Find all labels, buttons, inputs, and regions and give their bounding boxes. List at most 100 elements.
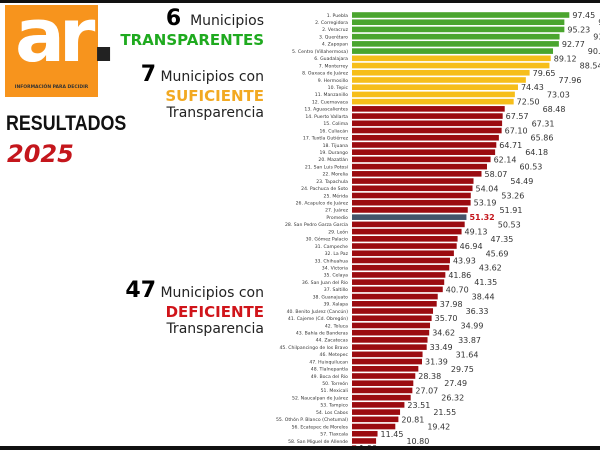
bar bbox=[352, 192, 471, 199]
value-label: 67.31 bbox=[532, 119, 555, 128]
bar bbox=[352, 250, 454, 257]
bar bbox=[352, 286, 443, 293]
value-label: 58.07 bbox=[484, 170, 507, 179]
bar bbox=[352, 214, 467, 220]
value-label: 53.19 bbox=[474, 199, 497, 208]
bar bbox=[352, 62, 550, 69]
bar bbox=[352, 272, 446, 278]
category-label: 52. Naucalpan de Juárez bbox=[292, 394, 349, 401]
value-label: 72.50 bbox=[517, 98, 540, 107]
category-label: 6. Guadalajara bbox=[314, 56, 348, 62]
top-border bbox=[0, 0, 600, 3]
group-count: 47 bbox=[125, 278, 157, 303]
value-label: 54.49 bbox=[510, 177, 533, 186]
value-label: 51.32 bbox=[469, 213, 494, 222]
value-label: 95.23 bbox=[567, 25, 590, 34]
bar bbox=[352, 322, 431, 329]
value-label: 51.91 bbox=[500, 206, 523, 215]
value-label: 79.65 bbox=[533, 69, 556, 78]
group-line: Transparencia bbox=[166, 321, 264, 337]
value-label: 43.93 bbox=[453, 256, 476, 265]
bar bbox=[352, 236, 458, 242]
value-label: 21.55 bbox=[433, 408, 456, 417]
bar bbox=[352, 185, 473, 192]
value-label: 41.35 bbox=[474, 278, 497, 287]
bar bbox=[352, 48, 554, 54]
value-label: 64.71 bbox=[499, 141, 522, 150]
value-label: 40.70 bbox=[446, 285, 469, 294]
category-label: 9. Hermosillo bbox=[318, 78, 348, 84]
logo-tagline: INFORMACIÓN PARA DECIDIR bbox=[14, 85, 89, 90]
results-year: 2025 bbox=[7, 140, 74, 168]
category-label: 4. Zapopan bbox=[322, 42, 348, 48]
bar bbox=[352, 207, 468, 213]
category-label: 33. Chihuahua bbox=[315, 258, 349, 264]
bar bbox=[352, 98, 514, 105]
value-label: 62.14 bbox=[494, 155, 517, 164]
bar bbox=[352, 91, 515, 98]
category-label: 32. La Paz bbox=[325, 251, 349, 257]
category-label: 39. Xalapa bbox=[323, 302, 348, 308]
value-label: 26.32 bbox=[441, 394, 464, 403]
category-label: 23. Tapachula bbox=[316, 179, 348, 185]
category-label: 20. Mazatlán bbox=[318, 156, 348, 163]
bar bbox=[352, 308, 434, 314]
category-label: 13. Aguascalientes bbox=[304, 107, 348, 113]
bar bbox=[352, 373, 416, 379]
bar bbox=[352, 279, 445, 285]
category-label: 45. Chilpancingo de los Bravo bbox=[279, 345, 348, 351]
bar bbox=[352, 221, 465, 228]
bar bbox=[352, 301, 437, 307]
value-label: 28.38 bbox=[418, 372, 441, 381]
bar bbox=[352, 423, 396, 430]
category-label: 18. Tijuana bbox=[323, 143, 349, 149]
value-label: 67.10 bbox=[505, 127, 528, 136]
bar bbox=[352, 134, 499, 141]
category-label: 44. Zacatecas bbox=[316, 338, 349, 344]
category-label: 37. Saltillo bbox=[324, 287, 348, 293]
value-label: 38.44 bbox=[472, 293, 495, 302]
bar bbox=[352, 402, 405, 408]
bar bbox=[352, 351, 423, 358]
category-label: 22. Morelia bbox=[322, 172, 348, 178]
category-label: 50. Torreón bbox=[322, 380, 348, 387]
category-label: 42. Toluca bbox=[325, 323, 348, 329]
category-label: 51. Mexicali bbox=[321, 388, 348, 394]
bar bbox=[352, 228, 462, 235]
value-label: 45.69 bbox=[486, 249, 509, 258]
category-label: 31. Campeche bbox=[315, 244, 348, 250]
category-label: 55. Othón P. Blanco (Chetumal) bbox=[276, 416, 348, 423]
group-line: Transparencia bbox=[166, 105, 264, 121]
value-label: 11.45 bbox=[381, 430, 404, 439]
bar bbox=[352, 149, 496, 155]
bar bbox=[352, 171, 482, 177]
value-label: 34.99 bbox=[461, 321, 484, 330]
bar bbox=[352, 69, 530, 76]
category-label: 26. Acapulco de Juárez bbox=[296, 200, 349, 207]
category-label: 49. Boca del Río bbox=[311, 373, 348, 380]
bar bbox=[352, 106, 505, 112]
value-label: 33.87 bbox=[458, 336, 481, 345]
category-label: 54. Los Cabos bbox=[316, 410, 349, 416]
bar bbox=[352, 77, 526, 83]
bottom-border bbox=[0, 446, 600, 450]
category-label: 57. Tlaxcala bbox=[320, 432, 348, 438]
group-line: Municipios con bbox=[160, 69, 264, 85]
category-label: 1. Puebla bbox=[327, 13, 348, 19]
bar bbox=[352, 329, 430, 336]
category-label: 12. Cuernavaca bbox=[312, 99, 348, 105]
category-label: 30. Gómez Palacio bbox=[306, 236, 349, 243]
value-label: 74.43 bbox=[521, 83, 544, 92]
bar bbox=[352, 156, 491, 163]
value-label: 41.86 bbox=[448, 271, 471, 280]
bar bbox=[352, 113, 503, 119]
value-label: 37.98 bbox=[440, 300, 463, 309]
value-label: 68.48 bbox=[543, 105, 566, 114]
bar bbox=[352, 409, 401, 415]
bar bbox=[352, 264, 450, 271]
value-label: 89.12 bbox=[554, 54, 577, 63]
group-level: DEFICIENTE bbox=[165, 303, 264, 321]
value-label: 64.18 bbox=[525, 148, 548, 157]
value-label: 49.13 bbox=[465, 228, 488, 237]
value-label: 92.77 bbox=[562, 40, 585, 49]
